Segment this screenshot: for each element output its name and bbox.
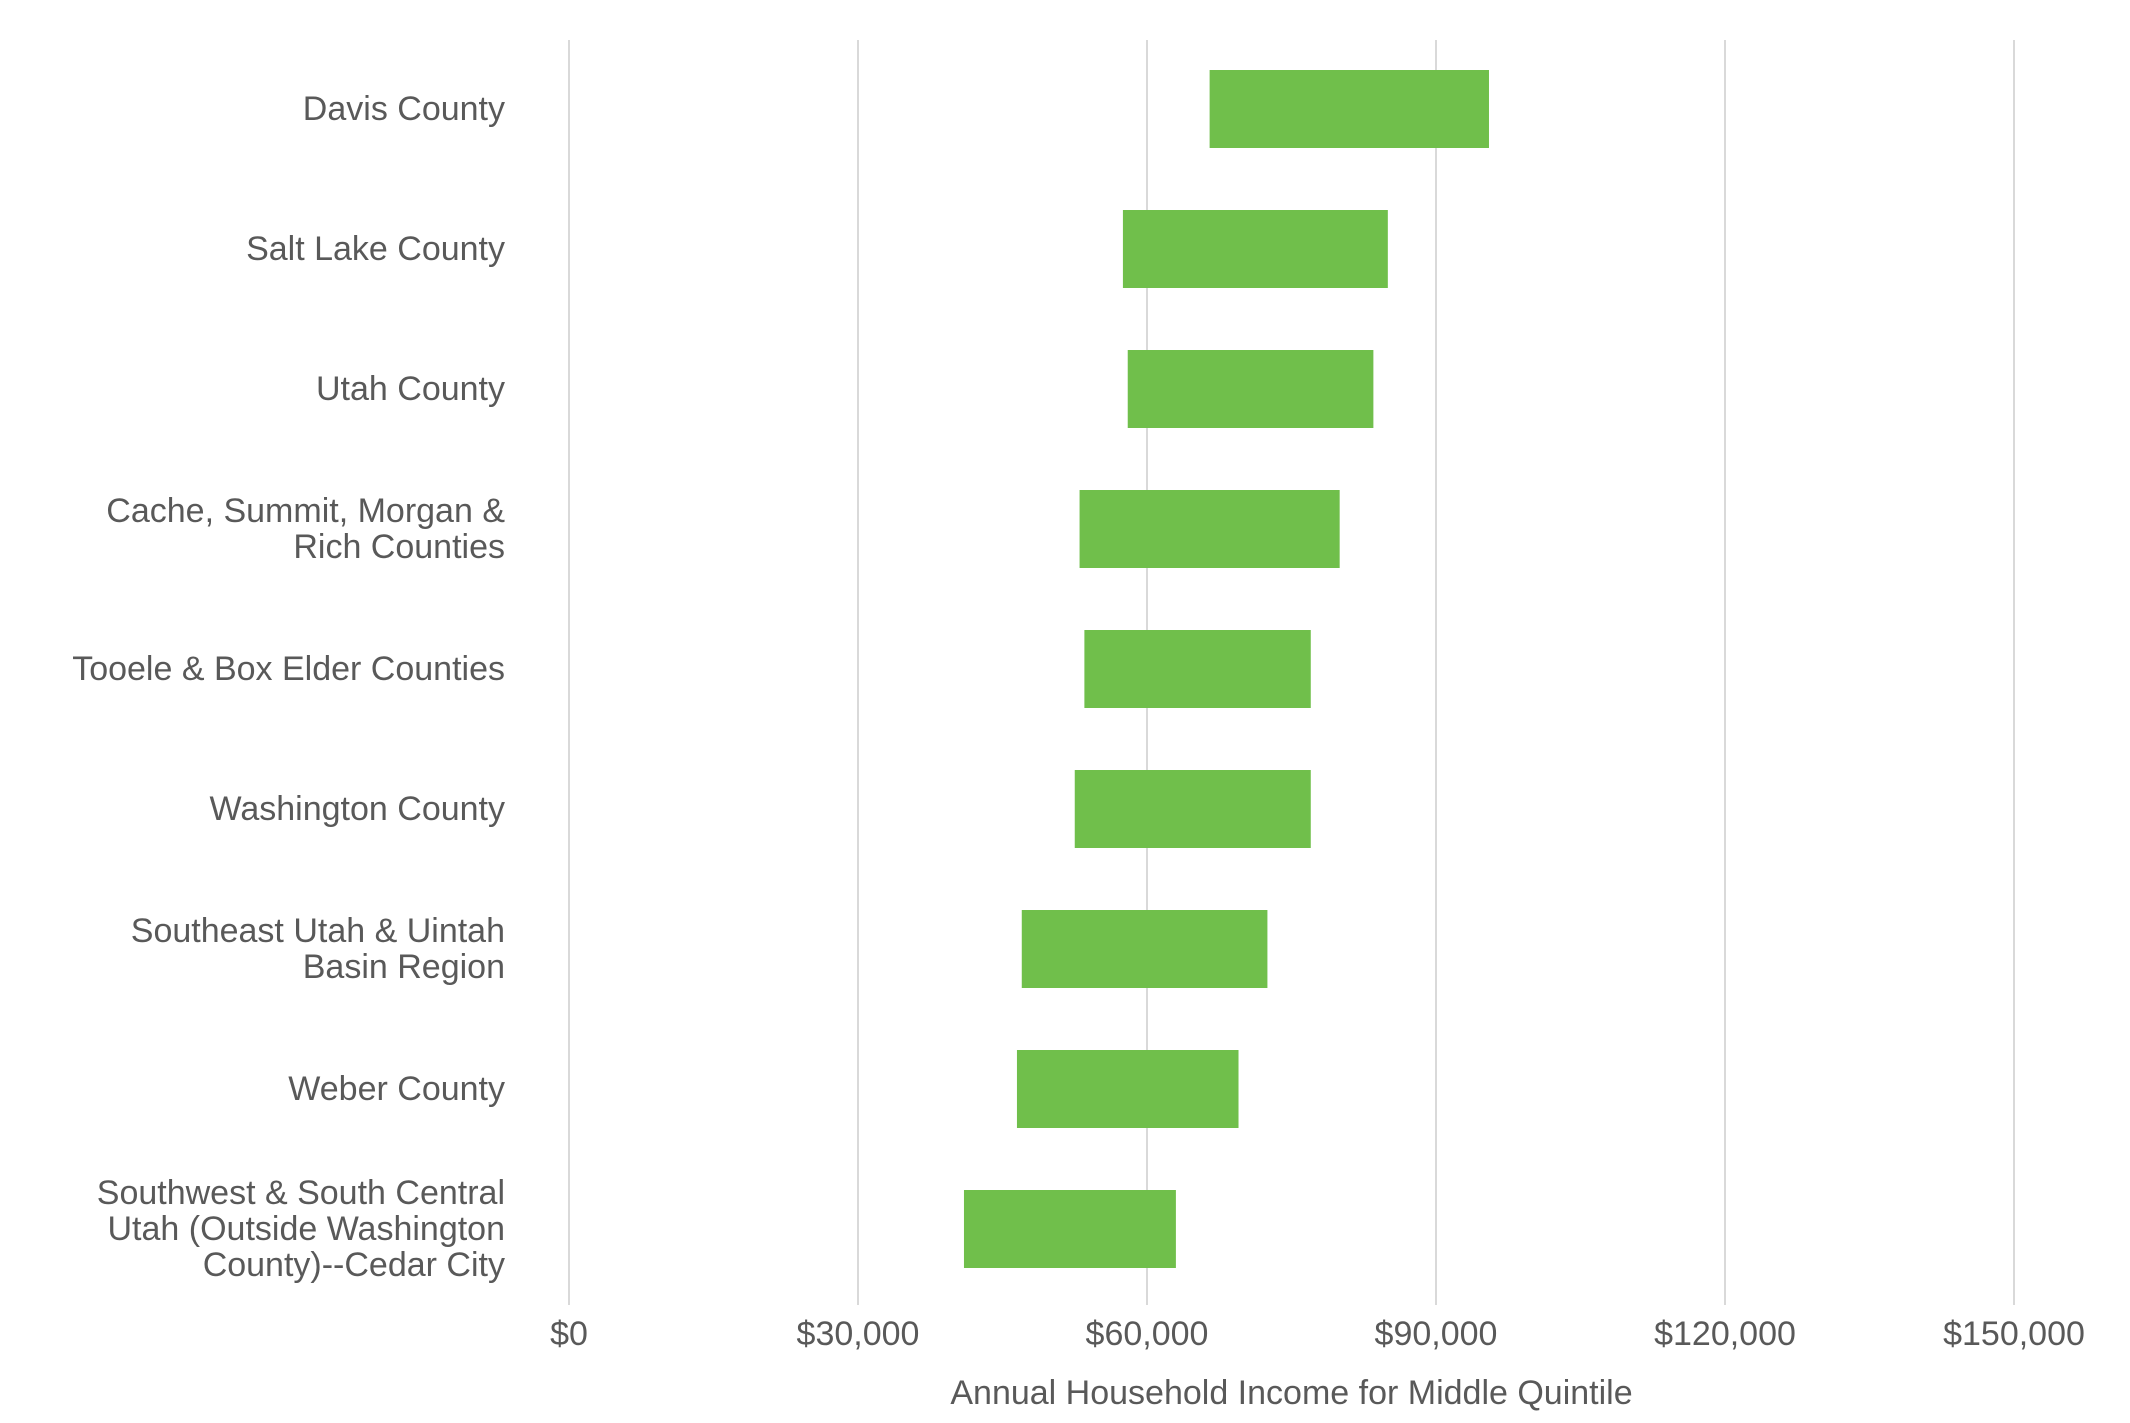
range-bar — [1021, 910, 1268, 988]
category-label: Utah County — [316, 370, 505, 408]
range-bar — [1127, 350, 1374, 428]
x-axis-title: Annual Household Income for Middle Quint… — [950, 1374, 1632, 1412]
category-label: Southeast Utah & Uintah Basin Region — [131, 912, 505, 986]
range-bar — [1016, 1050, 1239, 1128]
category-label: Salt Lake County — [246, 230, 505, 268]
category-label: Washington County — [210, 790, 505, 828]
category-label-line: Cache, Summit, Morgan & — [106, 492, 505, 530]
category-label-line: Weber County — [288, 1070, 505, 1108]
x-tick-label: $0 — [550, 1315, 588, 1353]
category-label: Southwest & South Central Utah (Outside W… — [97, 1174, 505, 1284]
x-tick-label: $90,000 — [1375, 1315, 1498, 1353]
range-bar — [1209, 70, 1489, 148]
category-label-line: Washington County — [210, 790, 505, 828]
range-bar — [1079, 490, 1340, 568]
x-tick-label: $150,000 — [1943, 1315, 2085, 1353]
category-label-line: Utah (Outside Washington — [108, 1210, 506, 1248]
bars — [963, 70, 1489, 1268]
category-label: Davis County — [303, 90, 505, 128]
category-label: Cache, Summit, Morgan & Rich Counties — [106, 492, 505, 566]
category-label-line: Southwest & South Central — [97, 1174, 505, 1212]
category-label-line: County)--Cedar City — [203, 1246, 505, 1284]
x-tick-label: $60,000 — [1086, 1315, 1209, 1353]
category-label-line: Southeast Utah & Uintah — [131, 912, 505, 950]
category-label-line: Salt Lake County — [246, 230, 505, 268]
range-bar — [1074, 770, 1311, 848]
category-label-line: Basin Region — [303, 948, 505, 986]
category-label-line: Davis County — [303, 90, 505, 128]
range-bar — [963, 1190, 1176, 1268]
category-label-line: Tooele & Box Elder Counties — [72, 650, 505, 688]
range-bar — [1122, 210, 1388, 288]
category-label-line: Utah County — [316, 370, 505, 408]
x-tick-labels: $0 $30,000 $60,000 $90,000 $120,000 $150,000 — [550, 1315, 2085, 1353]
range-bar — [1084, 630, 1311, 708]
category-label: Tooele & Box Elder Counties — [72, 650, 505, 688]
category-label: Weber County — [288, 1070, 505, 1108]
category-label-line: Rich Counties — [293, 528, 505, 566]
x-tick-label: $120,000 — [1654, 1315, 1796, 1353]
x-tick-label: $30,000 — [797, 1315, 920, 1353]
category-labels: Davis County Salt Lake County Utah County C… — [72, 90, 505, 1284]
